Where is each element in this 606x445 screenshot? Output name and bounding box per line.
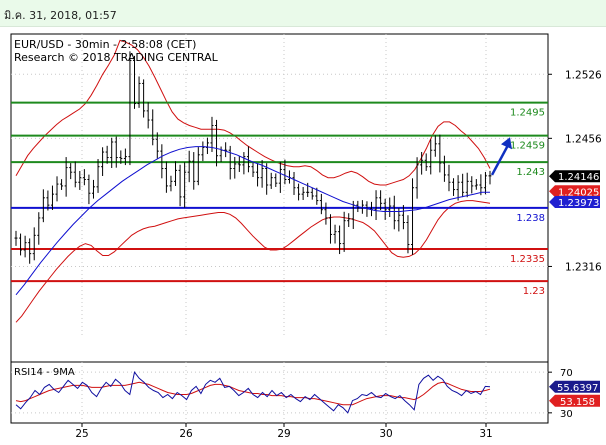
chart-title: EUR/USD - 30min - 2:58:08 (CET) bbox=[14, 38, 196, 51]
rsi-line bbox=[15, 371, 491, 414]
bollinger-upper bbox=[15, 39, 491, 186]
main-panel bbox=[10, 33, 549, 387]
rsi-ma-tag bbox=[549, 394, 600, 407]
x-tick-label: 30 bbox=[379, 428, 392, 440]
rsi-lines bbox=[15, 371, 491, 414]
rsi-ma-line bbox=[15, 381, 491, 406]
forecast-arrow bbox=[490, 137, 512, 176]
rsi-ma-label: 53.158 bbox=[560, 397, 595, 408]
price-tag bbox=[549, 185, 600, 198]
forecast-arrow-head bbox=[501, 137, 512, 150]
price-tag-label: 1.24025 bbox=[558, 187, 599, 198]
rsi-value-labels: 55.6397 53.158 bbox=[549, 380, 600, 408]
level-label: 1.2459 bbox=[510, 141, 545, 152]
y-tick-label: 1.2456 bbox=[565, 133, 602, 145]
level-label: 1.23 bbox=[523, 286, 545, 297]
rsi-grid bbox=[11, 362, 548, 423]
price-tag-label: 1.24146 bbox=[558, 172, 599, 183]
x-axis-ticks: 25 26 29 30 31 bbox=[75, 423, 493, 440]
rsi-value-tag bbox=[549, 380, 600, 393]
rsi-value-label: 55.6397 bbox=[557, 383, 598, 394]
x-tick-label: 26 bbox=[179, 428, 193, 440]
x-tick-label: 29 bbox=[277, 428, 290, 440]
timestamp: มิ.ค. 31, 2018, 01:57 bbox=[4, 9, 117, 22]
forecast-arrow-shaft bbox=[490, 144, 510, 176]
rsi-tick-label: 70 bbox=[560, 368, 573, 379]
price-tag-label: 1.23973 bbox=[558, 198, 599, 209]
price-tag bbox=[549, 170, 600, 183]
level-lines: 1.2495 1.2459 1.243 1.238 1.2335 1.23 bbox=[11, 101, 548, 297]
x-tick-label: 31 bbox=[479, 428, 492, 440]
chart-subtitle: Research © 2018 TRADING CENTRAL bbox=[14, 51, 219, 64]
y-axis-ticks: 1.2526 1.2456 1.2316 bbox=[548, 69, 602, 273]
level-label: 1.2335 bbox=[510, 254, 545, 265]
timestamp-bar: มิ.ค. 31, 2018, 01:57 bbox=[0, 0, 606, 27]
rsi-ticks: 70 30 bbox=[548, 368, 573, 420]
moving-average bbox=[15, 146, 490, 296]
rsi-tick-label: 30 bbox=[560, 409, 573, 420]
moving-average-line bbox=[15, 146, 490, 296]
y-tick-label: 1.2316 bbox=[565, 261, 602, 273]
level-label: 1.238 bbox=[516, 213, 545, 224]
candles bbox=[14, 51, 492, 264]
grid bbox=[11, 34, 548, 336]
y-tick-label: 1.2526 bbox=[565, 69, 602, 81]
price-tag bbox=[549, 196, 600, 209]
level-label: 1.2495 bbox=[510, 108, 545, 119]
rsi-title: RSI14 - 9MA bbox=[14, 367, 75, 378]
x-tick-label: 25 bbox=[75, 428, 88, 440]
level-label: 1.243 bbox=[516, 167, 545, 178]
